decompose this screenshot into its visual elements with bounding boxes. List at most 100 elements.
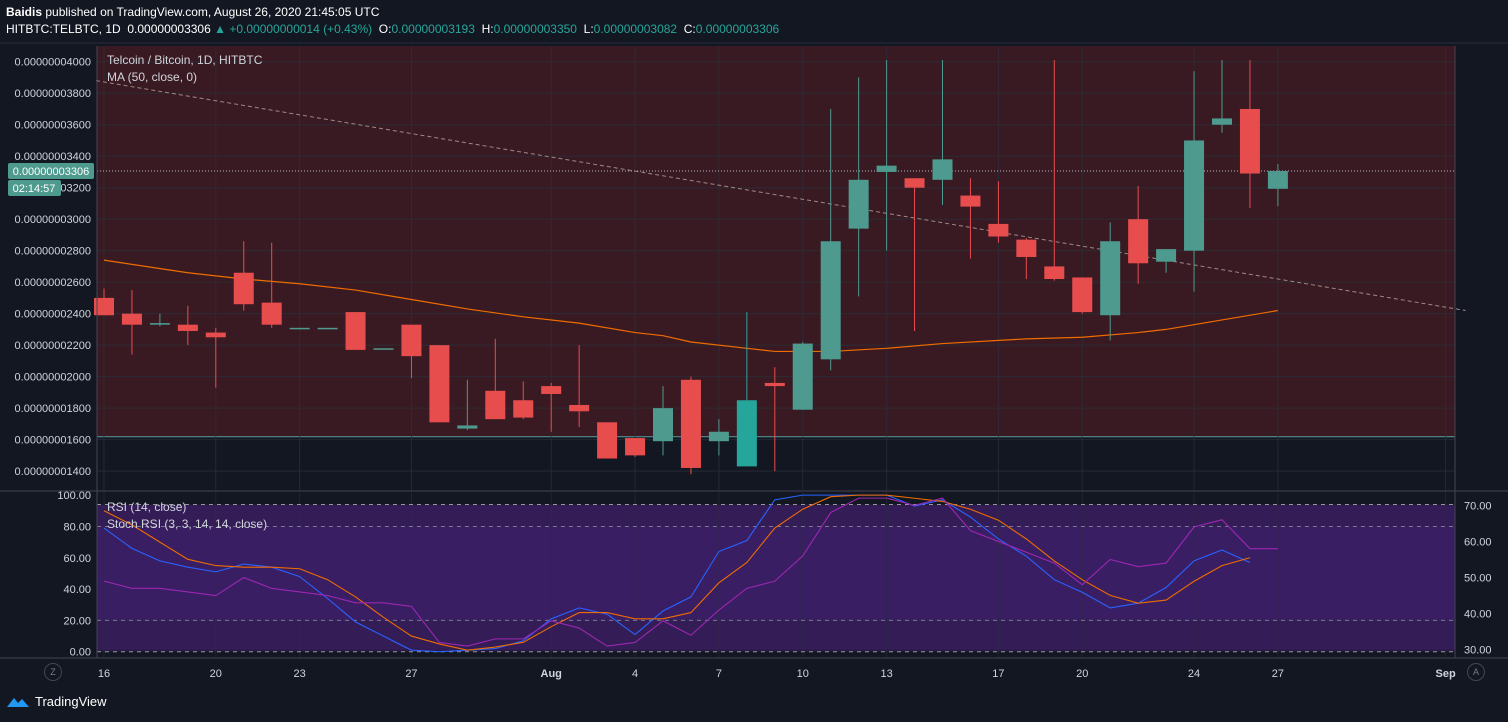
change-value: ▲ +0.00000000014 (+0.43%) [214,22,373,36]
rsi-tick-label: 70.00 [1464,500,1492,512]
trendline [95,80,1466,312]
legend-title: Telcoin / Bitcoin, 1D, HITBTC [107,53,263,67]
candle-body [513,400,534,418]
log-scale-toggle[interactable]: Z [44,663,62,681]
price-tick-label: 0.00000002200 [15,340,91,352]
brand-name: TradingView [35,694,107,709]
time-tick-label: 16 [98,668,110,680]
auto-scale-toggle[interactable]: A [1467,663,1485,681]
candle-body [373,348,394,350]
candle-body [1267,171,1288,189]
candle-body [457,425,478,429]
quote-line: HITBTC:TELBTC, 1D 0.00000003306 ▲ +0.000… [6,22,779,36]
rsi-tick-label: 60.00 [1464,536,1492,548]
candle-body [904,178,925,188]
price-tick-label: 0.00000002600 [15,277,91,289]
ma50-line [103,259,1279,353]
candle-body [1184,140,1205,251]
candle-body [932,159,953,180]
author-name: Baidis [6,5,43,19]
time-tick-label: 13 [880,668,892,680]
countdown-value: 02:14:57 [13,183,56,195]
legend-ma: MA (50, close, 0) [107,70,197,84]
countdown-tag [8,180,61,197]
candle-body [1072,277,1093,313]
candle-body [764,382,785,387]
candle-body [597,422,618,459]
close-value: 0.00000003306 [695,22,780,36]
publish-text: published on TradingView.com, August 26,… [45,5,380,19]
candle-body [848,179,869,229]
candle-body [569,404,590,412]
last-price-tag [8,163,94,180]
stoch-tick-label: 40.00 [63,584,91,596]
candle-body [792,343,813,410]
candle-body [233,272,254,305]
candle-body [289,327,310,330]
candle-body [541,386,562,394]
price-tick-label: 0.00000004000 [15,57,91,69]
price-tick-label: 0.00000001800 [15,403,91,415]
publish-line: Baidis published on TradingView.com, Aug… [6,5,379,19]
candle-body [94,297,114,316]
candle-body [988,223,1009,237]
high-value: 0.00000003350 [493,22,577,36]
last-price-tag-value: 0.00000003306 [13,166,89,178]
candle-body [1212,118,1232,125]
candle-body [680,379,701,468]
legend-stoch: Stoch RSI (3, 3, 14, 14, close) [107,517,267,531]
candle-body [736,400,757,467]
price-pane-shading [97,46,1455,437]
candle-body [1100,241,1121,316]
time-tick-label: Aug [541,668,562,680]
stoch-tick-label: 100.00 [57,490,91,502]
candle-body [820,241,841,360]
candle-body [121,313,142,325]
candle-body [149,323,170,325]
candle-body [261,302,282,325]
time-tick-label: 10 [797,668,809,680]
candle-body [960,195,981,207]
price-tick-label: 0.00000003000 [15,214,91,226]
time-tick-label: 27 [405,668,417,680]
tradingview-brand[interactable]: TradingView [6,694,107,709]
candle-body [1128,219,1149,264]
candle-body [485,390,506,420]
stoch-tick-label: 60.00 [63,553,91,565]
candle-body [205,332,226,338]
time-tick-label: 27 [1272,668,1284,680]
last-price: 0.00000003306 [127,22,211,36]
price-tick-label: 0.00000001400 [15,466,91,478]
time-tick-label: 24 [1188,668,1200,680]
low-value: 0.00000003082 [593,22,678,36]
stoch-tick-label: 80.00 [63,521,91,533]
candle-body [1044,266,1065,280]
candle-body [1016,239,1037,257]
price-tick-label: 0.00000003800 [15,88,91,100]
price-tick-label: 0.00000002000 [15,372,91,384]
high-label: H: [481,22,494,36]
open-label: O: [378,22,392,36]
time-tick-label: 17 [992,668,1004,680]
price-tick-label: 0.00000003600 [15,120,91,132]
time-tick-label: 4 [632,668,638,680]
stoch-tick-label: 0.00 [70,647,91,659]
candle-body [1239,108,1260,174]
stoch-band-inner [97,526,1455,621]
price-tick-label: 0.00000001600 [15,435,91,447]
rsi-tick-label: 50.00 [1464,573,1492,585]
rsi-tick-label: 30.00 [1464,645,1492,657]
candle-body [653,408,673,442]
time-tick-label: 20 [210,668,222,680]
symbol-label: HITBTC:TELBTC, 1D [6,22,121,36]
candle-body [401,324,422,357]
open-value: 0.00000003193 [391,22,475,36]
close-label: C: [683,22,696,36]
price-tick-label: 0.00000002800 [15,246,91,258]
candle-body [317,327,338,330]
candle-body [876,165,897,172]
candle-body [625,438,646,456]
price-tick-label: 0.00000003400 [15,151,91,163]
candle-body [345,312,366,350]
